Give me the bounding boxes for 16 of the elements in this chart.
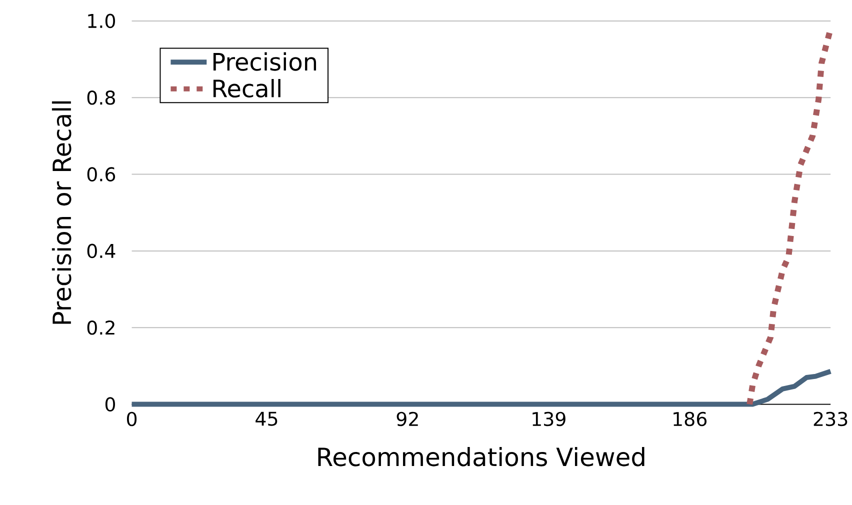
x-tick-label: 139 (532, 412, 566, 426)
y-tick-label: 0.4 (87, 244, 116, 258)
y-tick-label: 0.2 (87, 320, 114, 335)
legend-label: Recall (213, 78, 280, 98)
x-tick-label: 92 (396, 412, 418, 426)
x-tick-label: 233 (814, 412, 848, 426)
x-tick-label: 0 (126, 412, 137, 426)
y-tick-label: 0.6 (87, 167, 116, 182)
y-tick-label: 1.0 (88, 14, 116, 28)
y-tick-label: 0.8 (87, 90, 115, 105)
x-axis-title: Recommendations Viewed (318, 446, 644, 466)
x-tick-label: 186 (674, 412, 707, 426)
y-axis-title: Precision or Recall (52, 101, 72, 324)
y-tick-label: 0 (105, 397, 116, 412)
x-tick-label: 45 (256, 412, 278, 426)
legend-label: Precision (213, 52, 316, 71)
